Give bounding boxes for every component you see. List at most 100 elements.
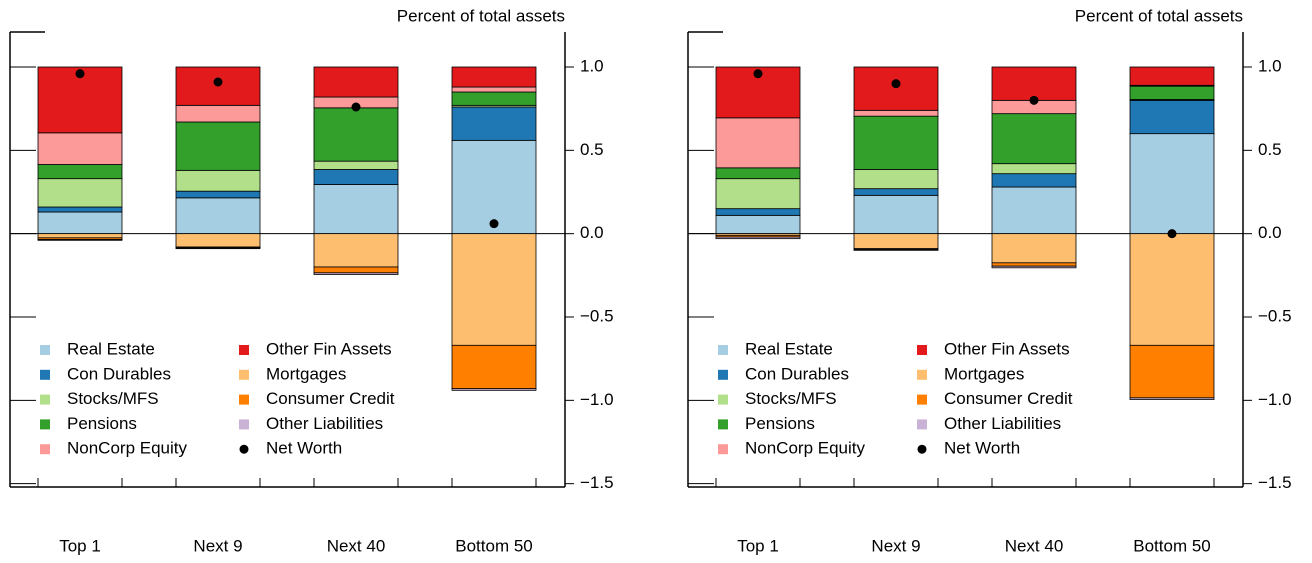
bar-segment [313, 107, 399, 162]
legend-swatch [917, 369, 927, 380]
legend-swatch [239, 419, 249, 430]
bar-segment [313, 272, 399, 275]
bar-segment [715, 208, 801, 216]
bar-segment [37, 132, 123, 165]
legend-label: Mortgages [944, 364, 1024, 383]
bar-segment [175, 169, 261, 192]
legend-label: Pensions [745, 414, 815, 433]
legend-label: Other Liabilities [266, 414, 383, 433]
bar-segment [853, 194, 939, 235]
net-worth-point [753, 69, 763, 79]
bar-segment [1129, 344, 1215, 399]
legend-swatch [917, 345, 927, 355]
legend-label: Other Liabilities [944, 414, 1061, 433]
net-worth-point [351, 102, 361, 112]
x-tick-label: Next 9 [871, 536, 920, 555]
bar-segment [1129, 66, 1215, 86]
bar-segment [991, 186, 1077, 235]
bar-segment [853, 115, 939, 170]
legend-label: Real Estate [745, 339, 833, 358]
legend-label: Real Estate [67, 339, 155, 358]
bar-segment [1129, 85, 1215, 100]
y-tick-label: −1.0 [580, 390, 614, 409]
legend-swatch [239, 394, 249, 405]
x-tick-label: Top 1 [59, 536, 101, 555]
bar-segment [175, 190, 261, 199]
bar-segment [715, 178, 801, 210]
net-worth-point [891, 79, 901, 89]
net-worth-point [75, 69, 85, 79]
bar-segment [853, 249, 939, 251]
bar-segment [991, 113, 1077, 165]
x-tick-label: Top 1 [737, 536, 779, 555]
net-worth-point [213, 77, 223, 87]
legend-swatch [239, 345, 249, 355]
legend-swatch [718, 394, 728, 405]
legend-swatch [40, 419, 50, 430]
bar-segment [715, 214, 801, 235]
legend-swatch [40, 394, 50, 405]
bar-segment [715, 117, 801, 169]
x-tick-label: Next 40 [327, 536, 386, 555]
legend-swatch [718, 444, 728, 455]
bar-segment [991, 233, 1077, 264]
legend-swatch [917, 394, 927, 405]
bar-segment [175, 197, 261, 235]
bar-segment [37, 178, 123, 208]
bar-segment [451, 106, 537, 141]
legend-label: Stocks/MFS [67, 389, 159, 408]
bar-segment [313, 233, 399, 268]
y-tick-label: −0.5 [1258, 306, 1292, 325]
bar-segment [37, 211, 123, 235]
bar-segment [175, 233, 261, 248]
chart-panel: Percent of total assets 1.0 0.5 0.0 −0.5 −1.0… [687, 6, 1292, 555]
bar-segment [313, 160, 399, 170]
x-tick-label: Next 9 [193, 536, 242, 555]
net-worth-point [1167, 229, 1177, 239]
bar-segment [37, 164, 123, 180]
legend-label: NonCorp Equity [67, 439, 188, 458]
y-tick-label: −1.0 [1258, 390, 1292, 409]
y-tick-label: 0.0 [580, 223, 604, 242]
legend-label: Consumer Credit [944, 389, 1073, 408]
legend-swatch [40, 444, 50, 455]
bar-segment [853, 169, 939, 190]
legend-label: Con Durables [745, 364, 849, 383]
bar-segment [313, 266, 399, 274]
legend-label: Net Worth [944, 439, 1020, 458]
legend-swatch [718, 419, 728, 430]
y-tick-label: −0.5 [580, 306, 614, 325]
bar-segment [991, 173, 1077, 188]
bar-segment [1129, 99, 1215, 135]
y-tick-label: 0.5 [580, 140, 604, 159]
bar-segment [451, 86, 537, 93]
legend-swatch [718, 345, 728, 355]
bar-segment [1129, 233, 1215, 346]
legend-label: Con Durables [67, 364, 171, 383]
legend-swatch [718, 369, 728, 380]
legend-label: Pensions [67, 414, 137, 433]
y-tick-label: 0.5 [1258, 140, 1282, 159]
y-tick-label: −1.5 [580, 473, 614, 492]
bar-segment [853, 188, 939, 196]
y-axis-label: Percent of total assets [1075, 6, 1243, 25]
y-axis-label: Percent of total assets [397, 6, 565, 25]
x-tick-label: Bottom 50 [455, 536, 533, 555]
bar-segment [991, 265, 1077, 269]
bar-segment [853, 66, 939, 111]
bar-segment [1129, 133, 1215, 235]
bar-segment [991, 163, 1077, 175]
bar-segment [853, 233, 939, 250]
legend-label: NonCorp Equity [745, 439, 866, 458]
bar-segment [715, 236, 801, 240]
chart-panel: Percent of total assets 1.0 0.5 0.0 −0.5 −1.0… [9, 6, 614, 555]
bar-segment [313, 184, 399, 235]
x-tick-label: Next 40 [1005, 536, 1064, 555]
legend-swatch [40, 345, 50, 355]
y-tick-label: 1.0 [1258, 56, 1282, 75]
bar-segment [991, 262, 1077, 267]
bar-segment [451, 66, 537, 88]
legend-marker [239, 444, 249, 454]
bar-segment [175, 121, 261, 171]
